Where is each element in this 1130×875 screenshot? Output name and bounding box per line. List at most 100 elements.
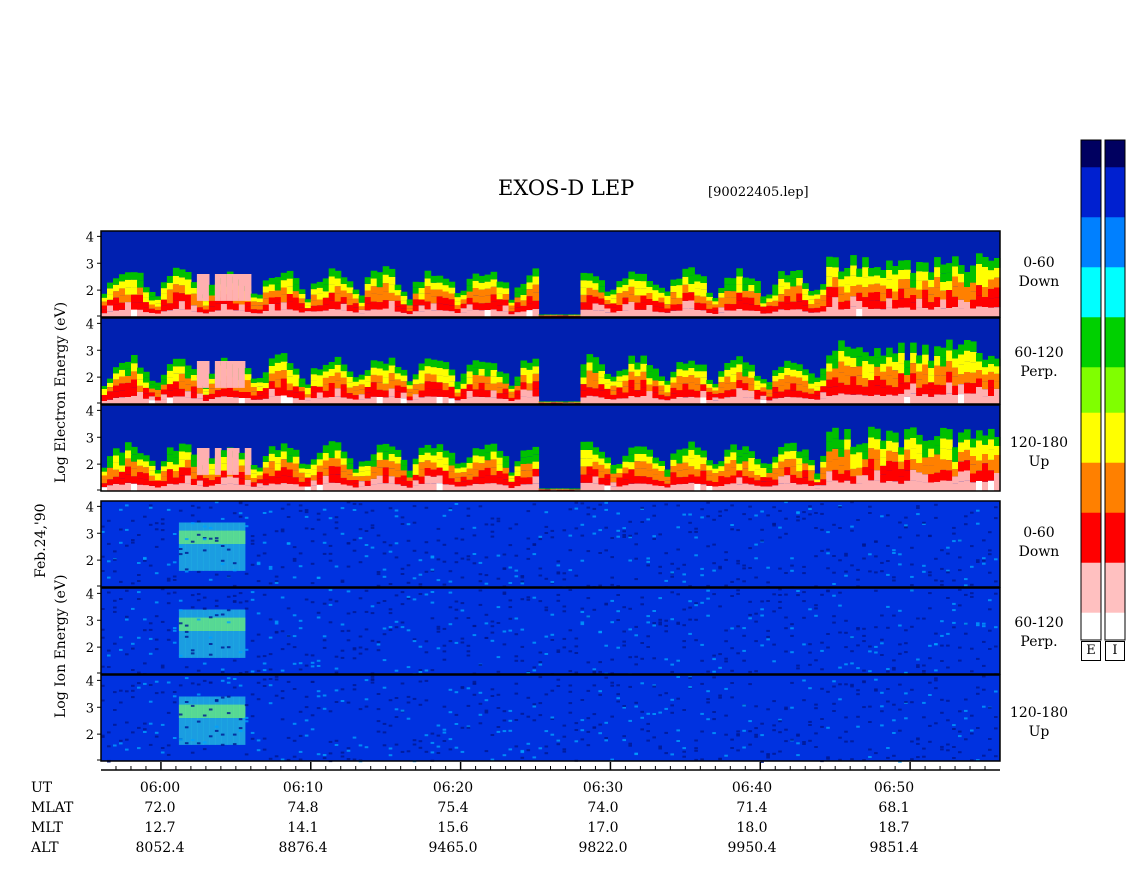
spectrogram-cell [964, 470, 971, 481]
spectrogram-cell [184, 726, 189, 729]
spectrogram-cell [778, 483, 785, 491]
spectrogram-cell [910, 584, 914, 587]
spectrogram-cell [196, 312, 204, 317]
spectrogram-cell [886, 700, 890, 703]
spectrogram-cell [988, 748, 992, 751]
spectrogram-cell [178, 704, 186, 718]
spectrogram-cell [442, 297, 450, 305]
spectrogram-cell [334, 286, 342, 294]
spectrogram-cell [388, 699, 393, 702]
spectrogram-cell [502, 294, 510, 300]
spectrogram-cell [430, 367, 438, 375]
spectrogram-cell [622, 479, 629, 486]
spectrogram-cell [748, 547, 752, 550]
spectrogram-cell [334, 655, 339, 658]
spectrogram-cell [448, 471, 456, 479]
spectrogram-cell [412, 293, 420, 300]
spectrogram-cell [898, 476, 905, 484]
spectrogram-cell [388, 284, 396, 293]
spectrogram-cell [328, 441, 336, 450]
spectrogram-cell [826, 757, 830, 760]
spectrogram-cell [454, 691, 459, 694]
spectrogram-cell [994, 366, 1001, 374]
spectrogram-cell [460, 467, 468, 473]
spectrogram-cell [346, 542, 351, 545]
spectrogram-cell [676, 397, 683, 404]
colorbar-band [1081, 508, 1101, 514]
spectrogram-cell [538, 567, 543, 570]
spectrogram-cell [928, 389, 935, 397]
spectrogram-cell [316, 665, 321, 667]
colorbar-band [1081, 335, 1101, 341]
spectrogram-cell [844, 375, 851, 385]
spectrogram-cell [376, 444, 384, 453]
spectrogram-cell [292, 310, 300, 317]
spectrogram-cell [970, 473, 977, 483]
spectrogram-cell [622, 473, 629, 480]
spectrogram-cell [760, 481, 767, 487]
spectrogram-cell [125, 589, 129, 592]
spectrogram-cell [556, 560, 561, 563]
spectrogram-cell [430, 359, 438, 368]
spectrogram-cell [460, 398, 468, 404]
spectrogram-cell [964, 738, 968, 741]
spectrogram-cell [880, 309, 887, 317]
spectrogram-cell [742, 397, 749, 404]
spectrogram-cell [137, 636, 141, 639]
spectrogram-cell [436, 724, 441, 727]
spectrogram-cell [670, 393, 677, 399]
spectrogram-cell [796, 371, 803, 378]
spectrogram-cell [382, 575, 387, 578]
spectrogram-cell [424, 460, 432, 468]
spectrogram-cell [994, 716, 998, 718]
spectrogram-cell [820, 668, 824, 671]
spectrogram-cell [772, 392, 779, 399]
spectrogram-cell [454, 400, 462, 404]
spectrogram-cell [814, 382, 821, 387]
spectrogram-cell [730, 467, 737, 476]
spectrogram-cell [376, 309, 384, 317]
spectrogram-cell [778, 588, 782, 591]
spectrogram-cell [934, 643, 938, 646]
spectrogram-cell [490, 620, 495, 623]
spectrogram-cell [436, 382, 444, 390]
spectrogram-cell [400, 573, 405, 575]
colorbar-band [1081, 467, 1101, 473]
spectrogram-cell [694, 476, 701, 484]
spectrogram-cell [220, 609, 228, 658]
spectrogram-cell [340, 297, 348, 304]
spectrogram-cell [652, 514, 656, 517]
spectrogram-cell [892, 719, 896, 722]
spectrogram-cell [376, 279, 384, 288]
spectrogram-cell [424, 396, 432, 404]
spectrogram-cell [658, 385, 665, 391]
spectrogram-cell [598, 723, 602, 726]
colorbar-band [1081, 185, 1101, 191]
spectrogram-cell [484, 709, 489, 712]
spectrogram-cell [838, 527, 842, 529]
spectrogram-cell [700, 758, 704, 761]
spectrogram-cell [412, 739, 417, 742]
spectrogram-cell [604, 389, 611, 394]
spectrogram-cell [322, 468, 330, 476]
spectrogram-cell [838, 631, 842, 634]
spectrogram-cell [700, 601, 704, 604]
spectrogram-cell [400, 369, 408, 376]
spectrogram-cell [202, 397, 210, 401]
spectrogram-cell [670, 478, 677, 485]
spectrogram-cell [232, 477, 240, 485]
spectrogram-cell [454, 392, 462, 397]
spectrogram-cell [442, 560, 447, 563]
spectrogram-cell [940, 375, 947, 386]
spectrogram-cell [190, 392, 198, 399]
spectrogram-cell [508, 385, 516, 389]
spectrogram-cell [706, 387, 713, 392]
spectrogram-cell [766, 385, 773, 390]
spectrogram-panel [100, 230, 1001, 318]
spectrogram-cell [886, 573, 890, 576]
spectrogram-cell [154, 473, 162, 477]
colorbar-band [1081, 253, 1101, 259]
spectrogram-cell [580, 719, 585, 722]
spectrogram-cell [256, 475, 264, 480]
spectrogram-cell [904, 460, 911, 471]
